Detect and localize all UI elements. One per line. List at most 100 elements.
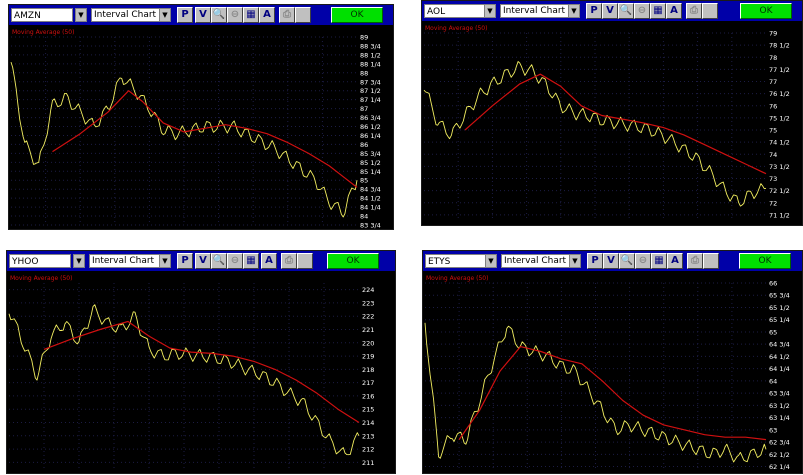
zoom-in-icon[interactable]: 🔍: [211, 7, 227, 23]
chevron-down-icon[interactable]: ▼: [484, 4, 496, 18]
moving-average-line: [458, 346, 767, 441]
chevron-down-icon[interactable]: ▼: [485, 254, 497, 268]
y-tick-label: 215: [362, 406, 374, 414]
y-tick-label: 88 1/4: [360, 60, 381, 68]
blank-button[interactable]: [703, 253, 719, 269]
y-tick-label: 86 1/4: [360, 132, 381, 140]
y-tick-label: 73: [769, 175, 777, 183]
volume-button[interactable]: V: [603, 253, 619, 269]
price-button[interactable]: P: [177, 7, 193, 23]
moving-average-label: Moving Average (50): [12, 29, 74, 36]
y-tick-label: 85 1/2: [360, 159, 381, 167]
grid-icon[interactable]: ▦: [243, 253, 259, 269]
y-tick-label: 65 1/4: [769, 316, 790, 324]
y-tick-label: 63 1/4: [769, 414, 790, 422]
annotate-button[interactable]: A: [666, 3, 682, 19]
price-line: [423, 61, 767, 207]
zoom-out-icon[interactable]: ⊖: [227, 253, 243, 269]
zoom-in-icon[interactable]: 🔍: [618, 3, 634, 19]
ticker-input[interactable]: ETYS: [425, 254, 487, 268]
y-tick-label: 88: [360, 69, 368, 77]
ok-button[interactable]: OK: [327, 253, 379, 269]
zoom-out-icon[interactable]: ⊖: [635, 253, 651, 269]
print-icon[interactable]: ⎙: [279, 7, 295, 23]
chevron-down-icon[interactable]: ▼: [569, 254, 581, 268]
price-chart: Moving Average (50) 66 65 3/4 65 1/2 65 1/4 6…: [424, 275, 790, 471]
blank-button[interactable]: [295, 7, 311, 23]
chart-panel-aol: AOL ▼ Interval Chart ▼ P V 🔍 ⊖ ▦ A ⎙ OK …: [421, 0, 803, 226]
blank-button[interactable]: [702, 3, 718, 19]
price-chart: Moving Average (50) 224 223 222 221 220 219 218…: [8, 275, 374, 469]
price-line: [10, 61, 358, 218]
print-icon[interactable]: ⎙: [281, 253, 297, 269]
y-tick-label: 84: [360, 213, 368, 221]
y-tick-label: 73 1/2: [769, 163, 790, 171]
price-button[interactable]: P: [587, 253, 603, 269]
chevron-down-icon[interactable]: ▼: [568, 4, 580, 18]
chevron-down-icon[interactable]: ▼: [75, 8, 87, 22]
ticker-input[interactable]: AOL: [424, 4, 486, 18]
y-tick-label: 217: [362, 379, 374, 387]
y-tick-label: 85 3/4: [360, 150, 381, 158]
chevron-down-icon[interactable]: ▼: [159, 254, 171, 268]
chart-panel-amzn: AMZN ▼ Interval Chart ▼ P V 🔍 ⊖ ▦ A ⎙ OK…: [8, 4, 394, 230]
y-tick-label: 63 1/2: [769, 402, 790, 410]
ok-button[interactable]: OK: [739, 253, 791, 269]
zoom-out-icon[interactable]: ⊖: [634, 3, 650, 19]
volume-button[interactable]: V: [602, 3, 618, 19]
volume-button[interactable]: V: [195, 253, 211, 269]
y-tick-label: 224: [362, 286, 374, 294]
ticker-input[interactable]: YHOO: [9, 254, 71, 268]
chart-toolbar: AOL ▼ Interval Chart ▼ P V 🔍 ⊖ ▦ A ⎙ OK: [422, 1, 802, 21]
zoom-in-icon[interactable]: 🔍: [619, 253, 635, 269]
y-tick-label: 78 1/2: [769, 42, 790, 50]
moving-average-line: [464, 73, 767, 175]
y-tick-label: 222: [362, 313, 374, 321]
moving-average-line: [43, 320, 360, 424]
blank-button[interactable]: [297, 253, 313, 269]
y-tick-label: 74 1/2: [769, 139, 790, 147]
y-tick-label: 218: [362, 366, 374, 374]
price-line: [8, 304, 360, 456]
y-tick-label: 88 1/2: [360, 51, 381, 59]
annotate-button[interactable]: A: [667, 253, 683, 269]
grid-icon[interactable]: ▦: [650, 3, 666, 19]
y-tick-label: 62 1/2: [769, 451, 790, 459]
chart-type-select[interactable]: Interval Chart: [89, 254, 169, 268]
grid: [11, 36, 357, 226]
ok-button[interactable]: OK: [331, 7, 383, 23]
y-tick-label: 219: [362, 353, 374, 361]
price-button[interactable]: P: [177, 253, 193, 269]
y-tick-label: 85 1/4: [360, 168, 381, 176]
grid-icon[interactable]: ▦: [651, 253, 667, 269]
ok-button[interactable]: OK: [740, 3, 792, 19]
chevron-down-icon[interactable]: ▼: [159, 8, 171, 22]
grid: [9, 283, 359, 469]
zoom-out-icon[interactable]: ⊖: [227, 7, 243, 23]
y-tick-label: 86 1/2: [360, 123, 381, 131]
y-tick-label: 66: [769, 280, 777, 288]
y-tick-label: 88 3/4: [360, 42, 381, 50]
chart-type-select[interactable]: Interval Chart: [501, 254, 581, 268]
volume-button[interactable]: V: [195, 7, 211, 23]
chart-toolbar: YHOO ▼ Interval Chart ▼ P V 🔍 ⊖ ▦ A ⎙ OK: [7, 251, 395, 271]
zoom-in-icon[interactable]: 🔍: [211, 253, 227, 269]
grid-icon[interactable]: ▦: [243, 7, 259, 23]
y-tick-label: 64 1/4: [769, 365, 790, 373]
annotate-button[interactable]: A: [259, 7, 275, 23]
y-tick-label: 64: [769, 377, 777, 385]
price-button[interactable]: P: [586, 3, 602, 19]
y-tick-label: 75: [769, 127, 777, 135]
moving-average-label: Moving Average (50): [425, 25, 487, 32]
y-tick-label: 79: [769, 30, 777, 38]
ticker-input[interactable]: AMZN: [11, 8, 73, 22]
y-tick-label: 89: [360, 34, 368, 42]
chevron-down-icon[interactable]: ▼: [73, 254, 85, 268]
price-chart: Moving Average (50) 79 78 1/2 78 77 1/2 77 76 …: [423, 25, 790, 221]
print-icon[interactable]: ⎙: [687, 253, 703, 269]
print-icon[interactable]: ⎙: [686, 3, 702, 19]
annotate-button[interactable]: A: [261, 253, 277, 269]
y-tick-label: 84 1/2: [360, 195, 381, 203]
y-tick-label: 223: [362, 299, 374, 307]
